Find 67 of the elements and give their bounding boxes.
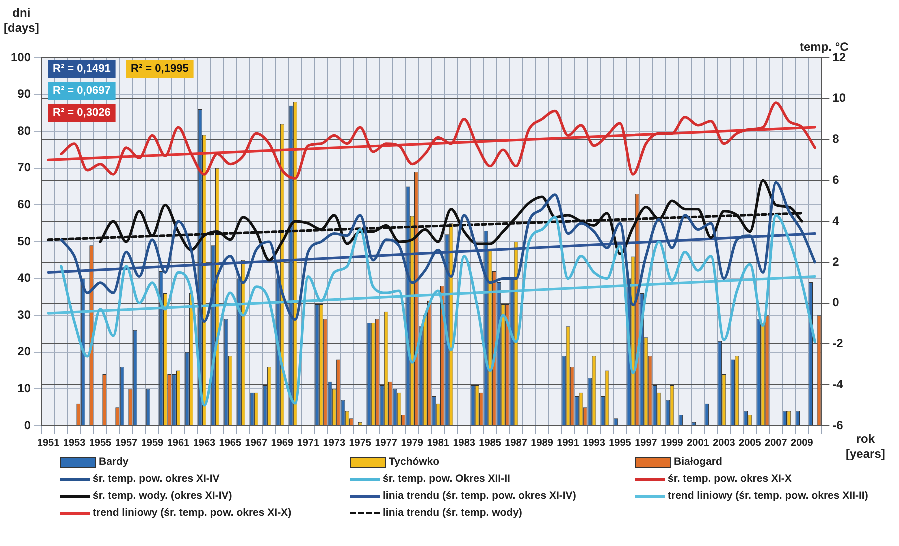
y2-tick-label: -4 [832,377,844,392]
y2-tick-label: -6 [832,418,844,432]
y2-tick-label: 0 [832,296,840,310]
y-tick-label: 90 [18,87,32,102]
x-tick-label: 1981 [427,438,450,449]
legend-label: śr. temp. pow. okres XI-X [668,473,792,485]
x-tick-label: 1983 [453,438,476,449]
y-tick-label: 20 [18,344,32,359]
legend-label: Bardy [99,456,129,468]
x-tick-label: 2007 [765,438,788,449]
annotation: R² = 0,1995 [131,63,189,76]
legend-label: linia trendu (śr. temp. pow. okres XI-IV) [383,490,576,502]
legend-label: trend liniowy (śr. temp. pow. okres XI-X) [93,507,292,519]
y-tick-label: 10 [18,382,32,396]
x-tick-label: 1955 [89,438,112,449]
x-tick-label: 1973 [323,438,346,449]
x-tick-label: 1989 [531,438,554,449]
x-tick-label: 1967 [245,438,268,449]
y-tick-label: 100 [10,50,32,64]
y2-tick-label: 10 [832,91,846,106]
legend-label: śr. temp. pow. Okres XII-II [383,473,510,485]
y2-tick-label: 4 [832,214,840,228]
x-tick-label: 1991 [557,438,580,449]
x-tick-label: 1959 [141,438,164,449]
x-tick-label: 1965 [219,438,242,449]
x-axis-title: rok [years] [846,432,886,462]
legend-label: linia trendu (śr. temp. wody) [383,507,522,519]
legend-label: trend liniowy (śr. temp. pow. okres XII-II) [668,490,868,502]
x-tick-label: 1969 [271,438,294,449]
x-tick-label: 2009 [791,438,814,449]
x-tick-label: 1993 [583,438,606,449]
x-tick-label: 1957 [115,438,138,449]
x-tick-label: 1977 [375,438,398,449]
y-tick-label: 40 [18,271,32,286]
y2-tick-label: 2 [832,254,840,269]
y2-tick-label: 8 [832,132,840,146]
x-tick-label: 1979 [401,438,424,449]
y-tick-label: 60 [18,198,32,212]
x-tick-label: 2005 [739,438,762,449]
legend-label: śr. temp. wody. (okres XI-IV) [93,490,232,502]
x-tick-label: 1987 [505,438,528,449]
y-tick-label: 50 [18,234,32,248]
y-tick-label: 70 [18,160,32,175]
legend-label: śr. temp. pow. okres XI-IV [93,473,220,485]
x-tick-label: 1971 [297,438,320,449]
x-tick-label: 1951 [37,438,60,449]
x-tick-label: 1999 [661,438,684,449]
x-tick-label: 1995 [609,438,632,449]
y-axis-title: dni [days] [4,6,40,36]
y2-tick-label: -2 [832,336,844,351]
annotation: R² = 0,0697 [53,85,111,98]
y2-tick-label: 6 [832,172,840,187]
y-tick-label: 0 [24,418,32,432]
x-tick-label: 1985 [479,438,502,449]
x-tick-label: 1963 [193,438,216,449]
x-tick-label: 2001 [687,438,710,449]
legend-label: Białogard [674,456,722,468]
y-tick-label: 80 [18,124,32,138]
y-tick-label: 30 [18,308,32,322]
legend-label: Tychówko [389,456,440,468]
x-tick-label: 1975 [349,438,372,449]
annotation: R² = 0,3026 [53,107,111,120]
x-tick-label: 2003 [713,438,736,449]
x-tick-label: 1961 [167,438,190,449]
x-tick-label: 1997 [635,438,658,449]
annotation: R² = 0,1491 [53,63,111,76]
x-tick-label: 1953 [63,438,86,449]
